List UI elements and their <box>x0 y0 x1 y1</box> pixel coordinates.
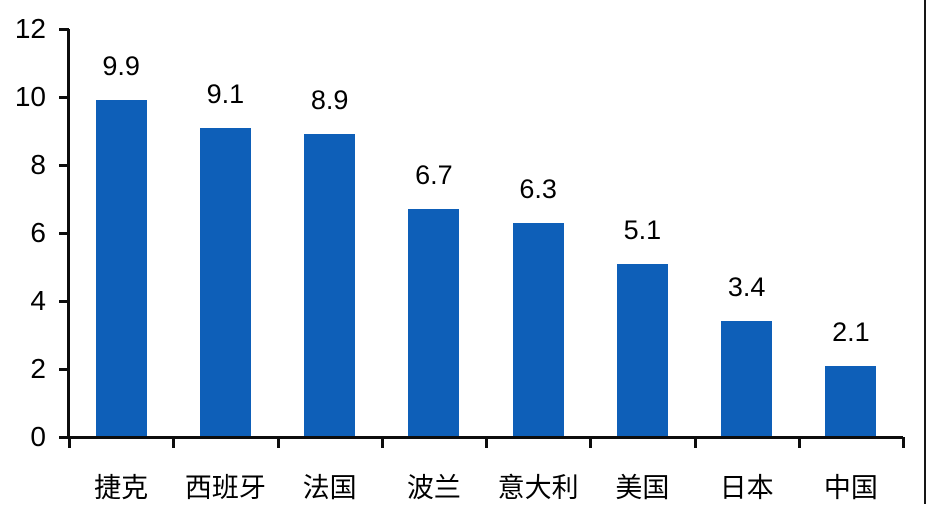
x-axis-category-label: 西班牙 <box>184 473 266 503</box>
x-axis-tick <box>589 437 593 448</box>
bar-value-label: 6.7 <box>415 160 453 191</box>
x-axis-tick <box>693 437 697 448</box>
image-right-border <box>924 0 926 504</box>
x-axis-category-label: 日本 <box>719 473 774 503</box>
bar <box>616 263 668 437</box>
bar-value-label: 9.9 <box>102 51 140 82</box>
bar-value-label: 6.3 <box>519 173 557 204</box>
x-axis-category-label: 捷克 <box>94 473 149 503</box>
y-axis-tick-label: 10 <box>14 81 46 112</box>
y-axis-tick <box>59 28 69 31</box>
y-axis-tick <box>59 300 69 303</box>
y-axis-tick-label: 6 <box>30 217 46 248</box>
bar-value-label: 8.9 <box>310 85 349 116</box>
y-axis-tick <box>59 96 69 99</box>
bar <box>199 127 251 437</box>
x-axis-tick <box>797 437 801 448</box>
x-axis-tick <box>485 437 488 448</box>
x-axis-category-label: 中国 <box>823 473 878 503</box>
y-axis-tick-label: 8 <box>30 149 46 180</box>
x-axis-tick <box>902 437 905 448</box>
bar-value-label: 9.1 <box>206 78 245 109</box>
x-axis-category-label: 波兰 <box>406 473 461 503</box>
bar <box>825 365 877 437</box>
bar-value-label: 3.4 <box>727 272 766 303</box>
bar <box>408 209 460 437</box>
x-axis-tick <box>276 437 280 448</box>
x-axis-category-label: 法国 <box>302 473 357 503</box>
y-axis-tick-label: 12 <box>14 13 46 44</box>
bar-value-label: 2.1 <box>832 316 870 347</box>
bar-value-label: 5.1 <box>623 214 662 245</box>
y-axis-tick <box>59 164 69 167</box>
bar <box>721 321 773 437</box>
y-axis-tick-label: 2 <box>30 353 46 384</box>
y-axis-tick <box>59 368 69 371</box>
bar <box>304 134 356 437</box>
x-axis-line <box>69 436 903 439</box>
y-axis-line <box>67 29 70 437</box>
x-axis-category-label: 美国 <box>615 473 670 503</box>
y-axis-tick <box>59 436 69 439</box>
x-axis-category-label: 意大利 <box>497 473 579 503</box>
x-axis-tick <box>68 437 71 448</box>
y-axis-tick-label: 0 <box>30 421 46 452</box>
x-axis-tick <box>172 437 176 448</box>
y-axis-tick <box>59 232 69 235</box>
x-axis-tick <box>380 437 384 448</box>
bar <box>95 100 147 437</box>
bar <box>512 222 564 437</box>
y-axis-tick-label: 4 <box>30 285 46 316</box>
